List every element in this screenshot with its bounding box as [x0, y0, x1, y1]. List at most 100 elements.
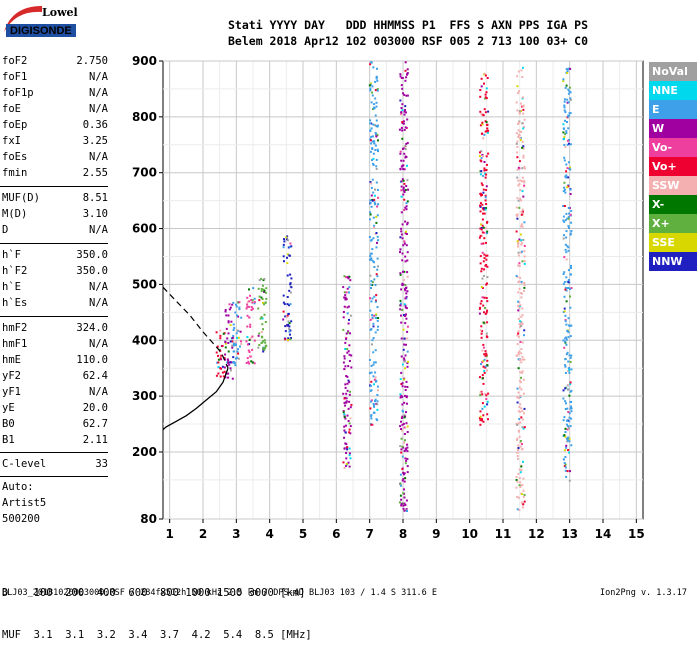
- echo-point: [518, 386, 521, 389]
- echo-point: [343, 275, 346, 278]
- echo-point: [563, 188, 566, 191]
- echo-point: [564, 320, 567, 323]
- echo-point: [568, 86, 571, 89]
- echo-point: [563, 416, 566, 419]
- echo-point: [259, 317, 262, 320]
- echo-point: [405, 208, 408, 211]
- echo-point: [562, 397, 565, 400]
- echo-point: [406, 72, 409, 75]
- echo-point: [375, 313, 378, 316]
- echo-point: [569, 112, 572, 115]
- x-tick-label: 14: [595, 527, 612, 541]
- echo-point: [569, 213, 572, 216]
- echo-point: [519, 441, 522, 444]
- param-value: N/A: [89, 297, 108, 309]
- echo-point: [521, 418, 524, 421]
- echo-point: [563, 220, 566, 223]
- echo-point: [517, 123, 519, 125]
- echo-point: [562, 131, 565, 134]
- echo-point: [403, 209, 406, 211]
- echo-point: [400, 448, 403, 451]
- echo-point: [520, 448, 523, 451]
- echo-point: [565, 446, 568, 449]
- echo-point: [481, 296, 484, 299]
- echo-point: [406, 118, 409, 121]
- echo-point: [479, 302, 482, 305]
- echo-point: [373, 383, 375, 386]
- echo-point: [405, 292, 408, 295]
- echo-point: [399, 251, 401, 254]
- echo-point: [348, 344, 351, 347]
- echo-point: [343, 291, 346, 294]
- param-hEs: h`Es N/A: [2, 297, 108, 313]
- echo-point: [371, 94, 374, 97]
- echo-point: [484, 392, 487, 395]
- echo-point: [401, 403, 404, 406]
- param-value: 62.4: [82, 370, 108, 382]
- echo-point: [564, 435, 567, 438]
- echo-point: [375, 273, 378, 276]
- echo-point: [343, 296, 346, 299]
- echo-point: [282, 301, 285, 304]
- echo-point: [483, 353, 486, 356]
- echo-point: [517, 332, 520, 335]
- echo-point: [567, 217, 570, 220]
- echo-point: [248, 362, 251, 365]
- echo-point: [401, 178, 404, 181]
- echo-point: [404, 354, 407, 357]
- echo-point: [405, 244, 408, 247]
- echo-point: [343, 355, 346, 358]
- echo-point: [521, 370, 524, 373]
- x-tick-label: 3: [232, 527, 240, 541]
- echo-point: [369, 129, 372, 132]
- echo-point: [483, 371, 486, 374]
- echo-point: [372, 216, 375, 219]
- echo-point: [405, 76, 408, 79]
- param-label: C-level: [2, 458, 47, 470]
- echo-point: [370, 328, 373, 331]
- echo-point: [262, 301, 264, 304]
- echo-point: [482, 343, 485, 346]
- echo-point: [521, 146, 524, 149]
- echo-point: [482, 414, 485, 417]
- echo-point: [486, 127, 489, 130]
- echo-point: [284, 330, 287, 333]
- echo-point: [562, 215, 565, 218]
- echo-point: [403, 502, 406, 505]
- echo-point: [522, 210, 524, 213]
- echo-point: [227, 376, 230, 379]
- echo-point: [568, 139, 570, 141]
- echo-point: [263, 339, 266, 342]
- version-info: Ion2Png v. 1.3.17: [600, 588, 687, 598]
- echo-point: [515, 476, 518, 478]
- echo-point: [369, 407, 372, 410]
- echo-point: [569, 425, 572, 428]
- echo-point: [520, 210, 523, 213]
- echo-point: [372, 322, 375, 325]
- echo-point: [562, 219, 565, 222]
- echo-point: [228, 363, 231, 366]
- echo-point: [481, 224, 484, 227]
- echo-point: [486, 77, 489, 79]
- echo-point: [564, 340, 567, 343]
- echo-point: [372, 375, 375, 378]
- param-value: 2.55: [82, 167, 108, 179]
- echo-point: [523, 125, 525, 128]
- echo-point: [481, 330, 484, 333]
- echo-point: [224, 309, 227, 311]
- echo-point: [485, 169, 488, 171]
- param-label: fmin: [2, 167, 28, 179]
- header-values: Belem 2018 Apr12 102 003000 RSF 005 2 71…: [228, 34, 589, 48]
- echo-point: [566, 428, 569, 431]
- echo-point: [370, 194, 373, 197]
- param-value: N/A: [89, 87, 108, 99]
- echo-point: [518, 477, 521, 479]
- echo-point: [482, 321, 485, 324]
- echo-point: [250, 360, 253, 363]
- echo-point: [482, 174, 485, 177]
- echo-point: [373, 361, 376, 364]
- echo-point: [376, 275, 379, 278]
- echo-point: [405, 295, 408, 298]
- echo-point: [484, 354, 487, 357]
- echo-point: [246, 336, 249, 338]
